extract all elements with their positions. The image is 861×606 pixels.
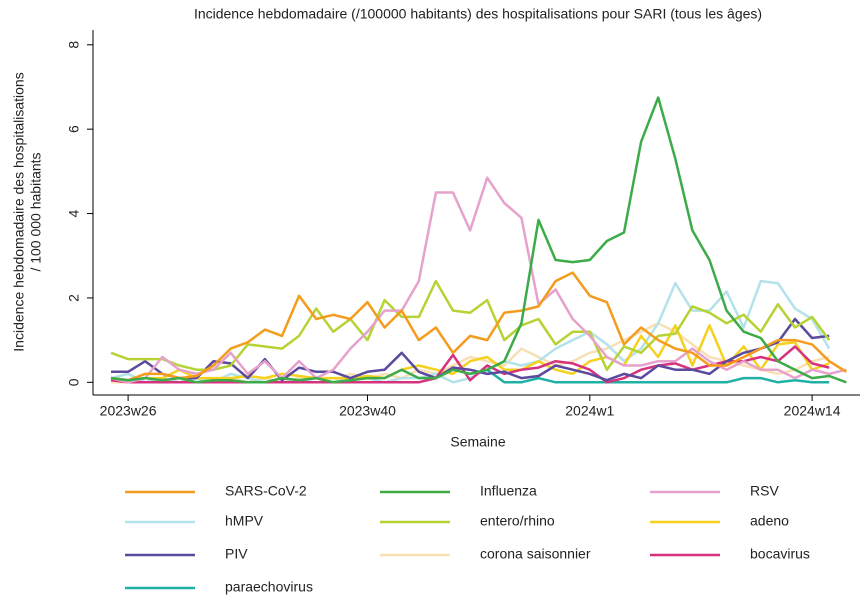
legend-label: SARS-CoV-2 bbox=[225, 483, 307, 499]
legend-label: PIV bbox=[225, 546, 248, 562]
legend-label: adeno bbox=[750, 513, 789, 529]
legend-label: Influenza bbox=[480, 483, 537, 499]
series-line bbox=[110, 271, 847, 382]
x-axis-label: Semaine bbox=[450, 434, 505, 450]
y-axis-label: / 100 000 habitants bbox=[28, 152, 44, 271]
legend-label: entero/rhino bbox=[480, 513, 555, 529]
x-tick-label: 2024w1 bbox=[565, 403, 614, 419]
series-line bbox=[110, 324, 830, 382]
legend-label: paraechovirus bbox=[225, 579, 313, 595]
legend-label: hMPV bbox=[225, 513, 264, 529]
y-tick-label: 4 bbox=[66, 209, 82, 217]
series-line bbox=[110, 176, 847, 384]
x-tick-label: 2023w40 bbox=[339, 403, 396, 419]
chart-title: Incidence hebdomadaire (/100000 habitant… bbox=[194, 6, 762, 22]
series-line bbox=[110, 96, 847, 384]
x-tick-label: 2024w14 bbox=[784, 403, 841, 419]
y-tick-label: 8 bbox=[66, 41, 82, 49]
series-line bbox=[110, 279, 831, 371]
legend-label: corona saisonnier bbox=[480, 546, 591, 562]
y-tick-label: 2 bbox=[66, 294, 82, 302]
series-line bbox=[111, 317, 830, 382]
legend-label: RSV bbox=[750, 483, 779, 499]
series-line bbox=[469, 368, 830, 384]
x-tick-label: 2023w26 bbox=[100, 403, 157, 419]
y-tick-label: 0 bbox=[66, 378, 82, 386]
y-axis-label: Incidence hebdomadaire des hospitalisati… bbox=[11, 72, 27, 351]
y-tick-label: 6 bbox=[66, 125, 82, 133]
legend-label: bocavirus bbox=[750, 546, 810, 562]
